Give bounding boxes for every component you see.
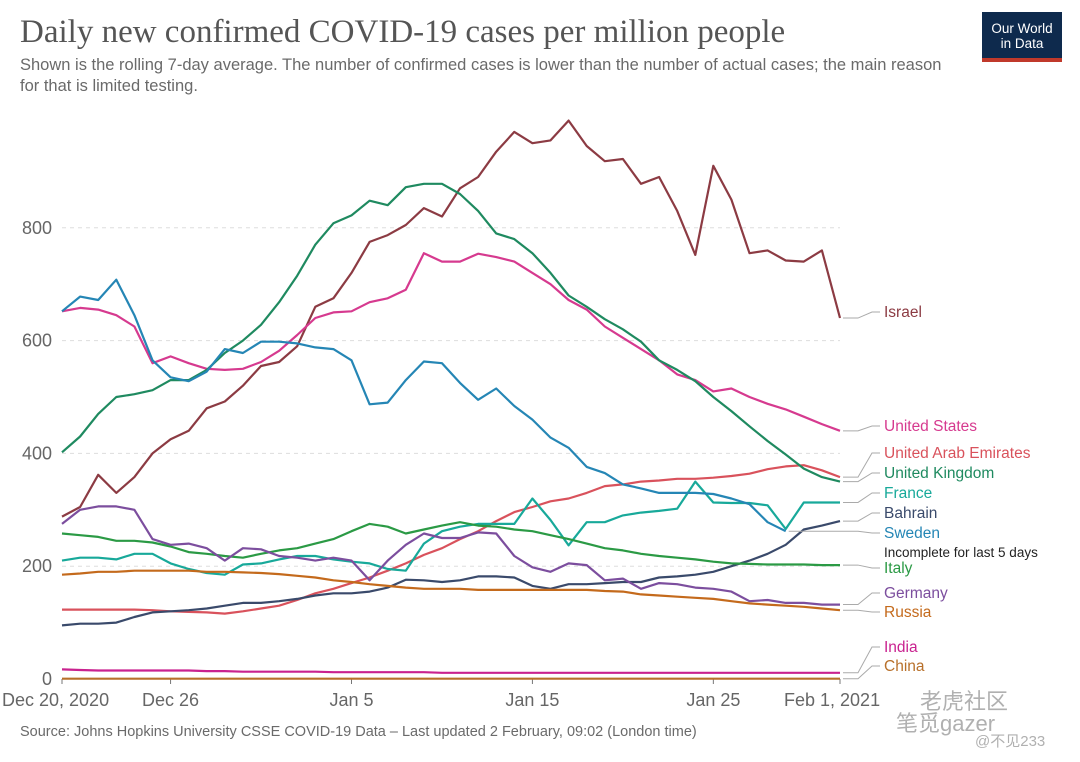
connector-france [843,492,880,503]
series-label-italy: Italy [884,560,913,577]
series-label-france: France [884,485,932,502]
series-label-germany: Germany [884,585,948,602]
x-tick-label: Feb 1, 2021 [784,690,880,710]
series-line-united-states [61,252,841,432]
series-line-germany [61,505,840,606]
series-label-india: India [884,639,918,656]
y-tick-label: 0 [42,669,52,689]
series-line-russia [61,569,841,612]
connector-united-kingdom [843,472,880,483]
chart-subtitle: Shown is the rolling 7-day average. The … [20,56,942,95]
series-label-israel: Israel [884,304,922,321]
connector-united-arab-emirates [843,452,880,478]
x-tick-label: Dec 26 [142,690,199,710]
connector-germany [843,592,880,606]
series-label-china: China [884,658,925,675]
connector-israel [843,311,880,319]
connector-china [843,665,880,680]
logo-line2: in Data [1000,36,1044,51]
series-line-italy [61,521,840,567]
source-note: Source: Johns Hopkins University CSSE CO… [20,724,697,740]
incomplete-note: Incomplete for last 5 days [884,545,1038,560]
logo-line1: Our World [991,21,1053,36]
x-tick-label: Jan 5 [329,690,373,710]
series-line-united-kingdom [61,182,841,483]
x-tick-label: Jan 25 [686,690,740,710]
y-tick-label: 400 [22,443,52,463]
series-label-russia: Russia [884,604,932,621]
y-tick-label: 600 [22,331,52,351]
y-tick-label: 800 [22,218,52,238]
x-tick-label: Dec 20, 2020 [2,690,109,710]
chart-title: Daily new confirmed COVID-19 cases per m… [20,14,786,50]
series-line-india [61,668,840,674]
series-line-france [61,480,840,576]
series-label-united-states: United States [884,418,977,435]
y-tick-label: 200 [22,556,52,576]
series-label-united-kingdom: United Kingdom [884,465,994,482]
x-tick-label: Jan 15 [505,690,559,710]
connector-italy [843,564,880,569]
connector-united-states [843,425,880,432]
series-line-united-arab-emirates [62,464,841,615]
watermark-top: 老虎社区 [920,689,1009,714]
watermark-middle: 笔觅gazer [896,711,996,736]
series-line-sweden [61,278,787,533]
connector-india [843,646,880,674]
series-label-united-arab-emirates: United Arab Emirates [884,445,1031,462]
owid-logo[interactable]: Our World in Data [982,12,1062,62]
connector-russia [843,609,880,613]
series-line-israel [61,119,842,518]
series-label-bahrain: Bahrain [884,505,937,522]
series-label-sweden: Sweden [884,525,940,542]
watermark-bottom: @不见233 [975,733,1046,750]
series-line-bahrain [61,520,841,627]
connector-sweden [788,530,880,534]
connector-bahrain [843,512,880,522]
